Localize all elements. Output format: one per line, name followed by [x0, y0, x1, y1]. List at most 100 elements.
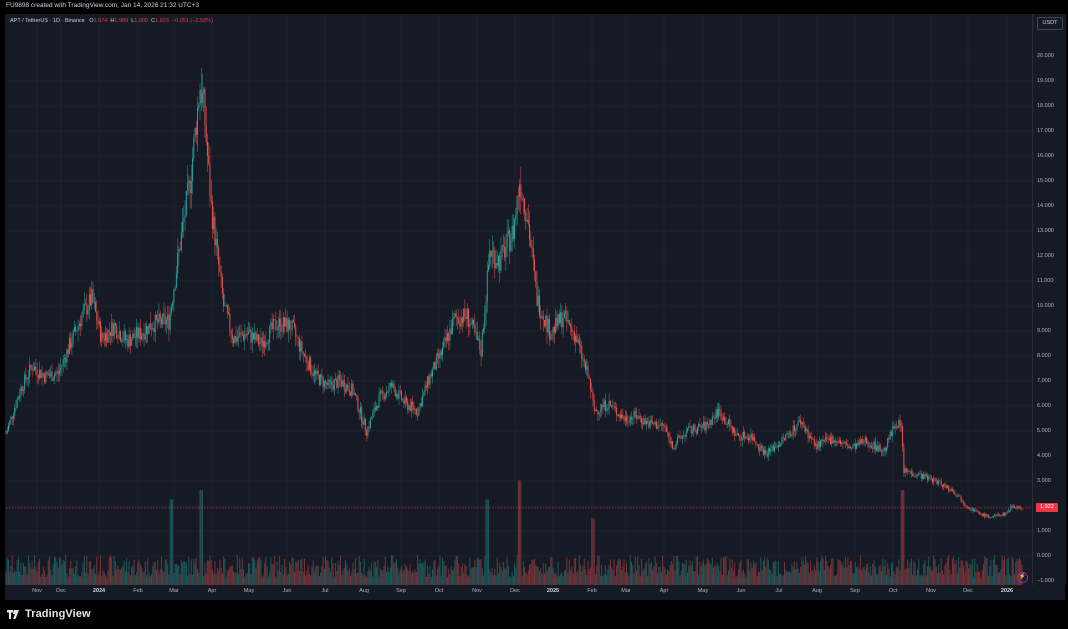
candle-body — [473, 319, 475, 325]
volume-bar — [348, 568, 350, 585]
volume-bar — [254, 559, 256, 585]
candle-body — [904, 468, 906, 474]
candle-body — [476, 331, 478, 340]
candle-body — [583, 358, 585, 362]
volume-bar — [673, 556, 675, 585]
volume-bar — [577, 570, 579, 585]
candle-body — [613, 406, 615, 407]
legend-high: 1.989 — [114, 18, 129, 24]
candle-body — [381, 390, 383, 392]
volume-bar — [732, 570, 734, 585]
candle-body — [871, 445, 873, 448]
candle-body — [612, 406, 614, 407]
candle-body — [287, 319, 289, 332]
candle-body — [386, 392, 388, 396]
volume-bar — [532, 560, 534, 585]
volume-bar — [515, 567, 517, 585]
candle-body — [371, 418, 373, 419]
candle-body — [183, 218, 185, 223]
lightning-icon[interactable]: ⚡ — [1017, 572, 1028, 583]
candle-body — [757, 444, 759, 449]
volume-bar — [157, 560, 159, 585]
volume-bar — [589, 567, 591, 585]
volume-bar — [874, 566, 876, 585]
volume-bar — [635, 570, 637, 585]
candle-body — [703, 422, 705, 427]
price-scale[interactable] — [1032, 14, 1066, 585]
volume-bar — [72, 567, 74, 585]
y-tick-label: 3.000 — [1037, 478, 1051, 484]
volume-bar — [216, 567, 218, 585]
candle-body — [131, 340, 133, 346]
candle-body — [754, 436, 756, 442]
legend-symbol: APT / TetherUS · 1D · Binance — [10, 18, 85, 24]
candle-body — [250, 329, 252, 343]
candle-body — [592, 391, 594, 400]
candle-body — [445, 337, 447, 341]
volume-bar — [338, 565, 340, 585]
volume-bar — [481, 568, 483, 585]
volume-bar — [473, 567, 475, 585]
volume-bar — [259, 556, 261, 585]
candle-body — [146, 326, 148, 335]
candle-body — [260, 337, 262, 343]
volume-bar — [997, 573, 999, 585]
volume-bar — [333, 576, 335, 585]
volume-bar — [175, 563, 177, 585]
volume-bar — [725, 555, 727, 585]
volume-bar — [440, 575, 442, 585]
y-tick-label: 15.000 — [1037, 178, 1054, 184]
candle-body — [41, 373, 43, 378]
candle-body — [570, 324, 572, 328]
candle-body — [1007, 510, 1009, 512]
candle-body — [197, 107, 199, 135]
volume-bar — [986, 557, 988, 585]
candle-body — [915, 475, 917, 477]
candle-body — [269, 325, 271, 343]
volume-bar — [491, 567, 493, 585]
candle-body — [897, 426, 899, 428]
volume-bar — [27, 555, 29, 585]
candle-body — [902, 426, 904, 448]
volume-bar — [36, 571, 38, 585]
chart-pane[interactable] — [5, 14, 1065, 600]
candle-body — [680, 438, 682, 439]
candle-body — [704, 422, 706, 431]
volume-bar — [897, 567, 899, 585]
candle-body — [78, 323, 80, 326]
volume-bar — [609, 559, 611, 585]
volume-bar — [869, 566, 871, 585]
candle-body — [478, 338, 480, 340]
candle-body — [95, 302, 97, 312]
volume-bar — [200, 490, 202, 585]
volume-bar — [582, 566, 584, 585]
legend-low-label: L — [131, 18, 135, 24]
volume-bar — [100, 555, 102, 585]
tradingview-logo[interactable]: TradingView — [7, 607, 91, 621]
volume-bar — [400, 565, 402, 585]
volume-bar — [117, 565, 119, 585]
volume-bar — [443, 561, 445, 585]
candle-body — [997, 514, 999, 516]
candle-body — [670, 441, 672, 444]
volume-bar — [45, 576, 47, 585]
volume-bar — [747, 559, 749, 585]
currency-button[interactable]: USDT — [1037, 17, 1063, 30]
volume-bar — [910, 558, 912, 585]
volume-bar — [884, 559, 886, 585]
candle-body — [820, 440, 822, 448]
volume-bar — [274, 556, 276, 585]
candle-body — [307, 363, 309, 370]
candle-body — [122, 339, 124, 342]
volume-bar — [905, 568, 907, 585]
candle-body — [801, 421, 803, 425]
x-tick-label: Feb — [133, 588, 143, 594]
volume-bar — [1014, 573, 1016, 585]
volume-bar — [241, 557, 243, 585]
volume-bar — [846, 567, 848, 585]
candle-body — [20, 387, 22, 396]
volume-bar — [67, 576, 69, 585]
candle-body — [607, 408, 609, 411]
candle-body — [262, 341, 264, 347]
